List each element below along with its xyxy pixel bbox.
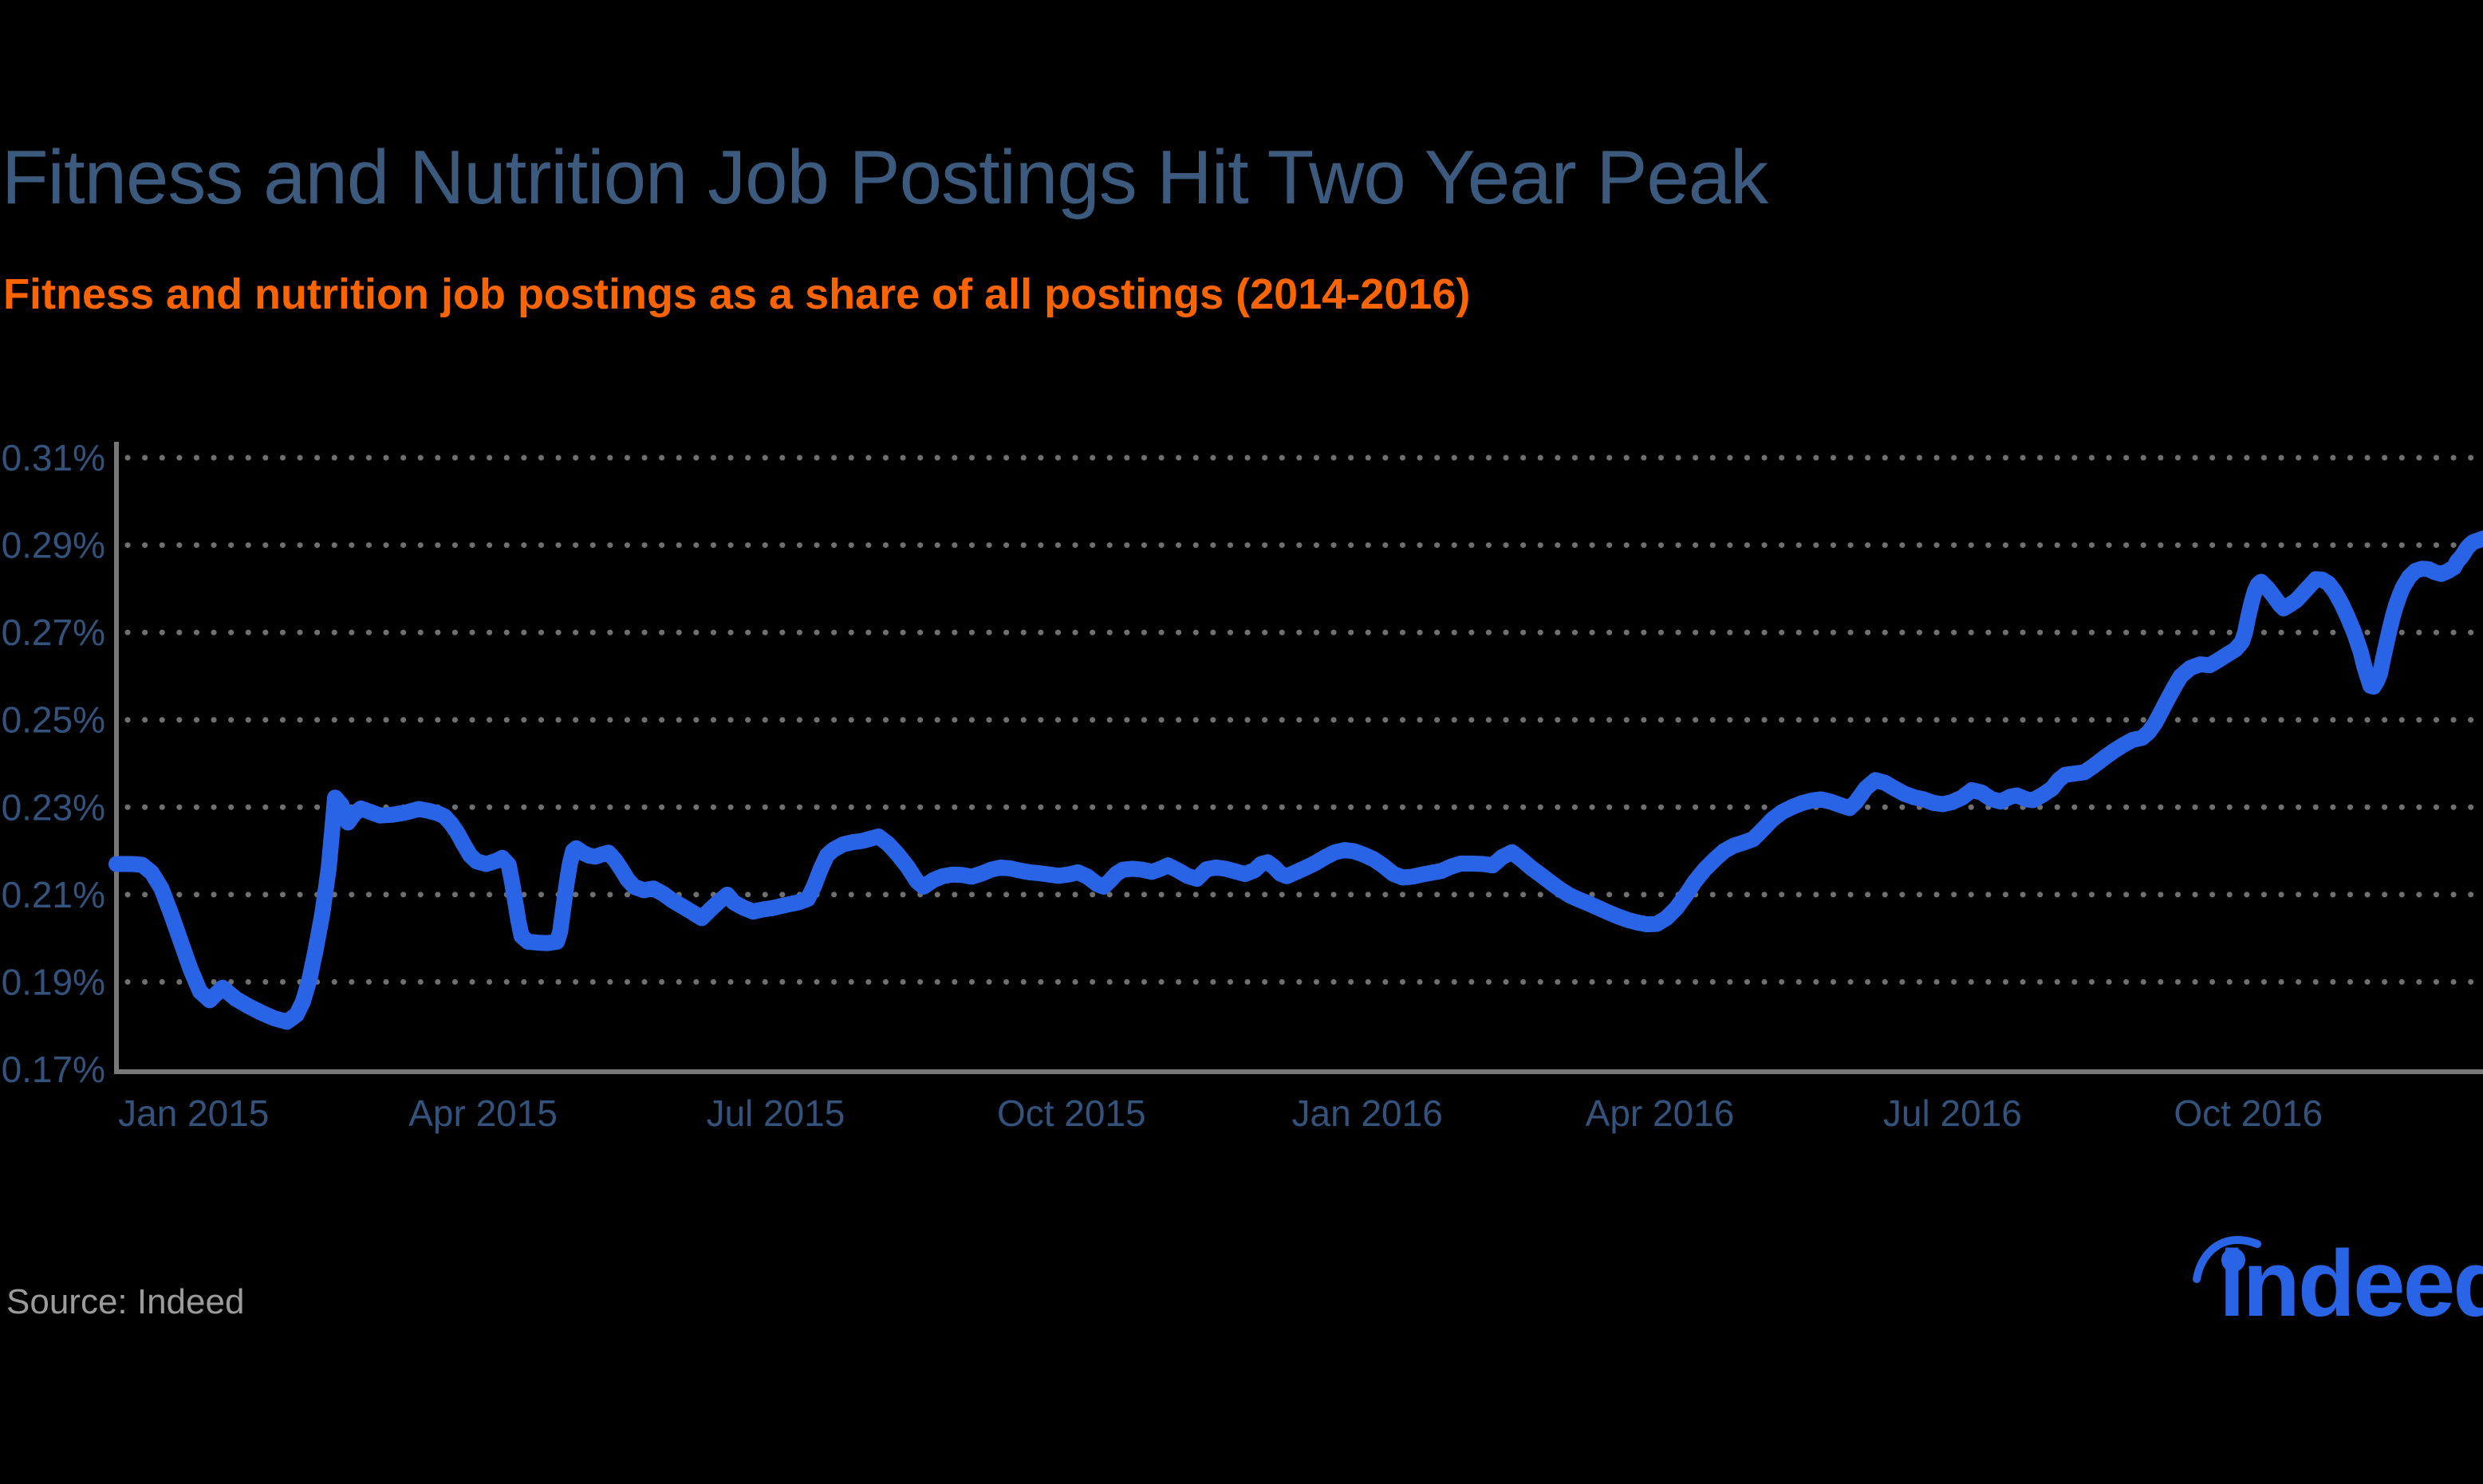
x-axis-label: Apr 2015 bbox=[408, 1092, 558, 1134]
source-note: Source: Indeed bbox=[6, 1282, 245, 1321]
y-axis-label: 0.21% bbox=[2, 874, 105, 915]
x-axis-label: Oct 2016 bbox=[2174, 1092, 2323, 1134]
x-axis-label: Jul 2016 bbox=[1883, 1092, 2022, 1134]
y-axis-label: 0.19% bbox=[2, 961, 105, 1002]
x-axis-label: Jan 2016 bbox=[1292, 1092, 1443, 1134]
logo-wordmark: indeed bbox=[2219, 1231, 2483, 1336]
x-axis-label: Jan 2015 bbox=[118, 1092, 269, 1134]
y-axis-label: 0.25% bbox=[2, 699, 105, 741]
page-title: Fitness and Nutrition Job Postings Hit T… bbox=[2, 135, 1768, 220]
logo-i-dot-icon bbox=[2221, 1248, 2245, 1272]
x-axis-label: Jul 2015 bbox=[706, 1092, 845, 1134]
page-subtitle: Fitness and nutrition job postings as a … bbox=[3, 270, 1471, 318]
x-axis-label: Oct 2015 bbox=[997, 1092, 1146, 1134]
data-line bbox=[108, 530, 2483, 1030]
y-axis-label: 0.31% bbox=[2, 437, 105, 478]
indeed-logo: indeed bbox=[2192, 1226, 2483, 1338]
y-axis-label: 0.17% bbox=[2, 1049, 105, 1090]
x-axis-label: Apr 2016 bbox=[1586, 1092, 1735, 1134]
y-axis-label: 0.29% bbox=[2, 525, 105, 566]
y-axis-label: 0.27% bbox=[2, 612, 105, 653]
y-axis-label: 0.23% bbox=[2, 786, 105, 828]
logo-swoosh-icon bbox=[2193, 1236, 2261, 1283]
